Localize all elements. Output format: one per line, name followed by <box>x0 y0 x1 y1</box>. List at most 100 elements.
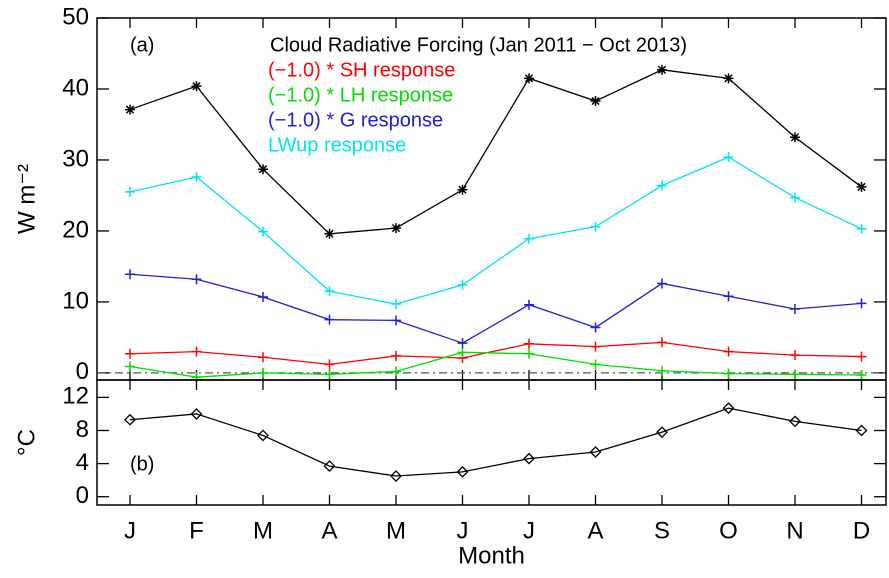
point <box>191 346 202 357</box>
point <box>657 365 667 376</box>
plot-frame <box>96 379 887 506</box>
point <box>657 64 667 75</box>
point <box>723 73 734 84</box>
point <box>324 359 335 370</box>
point <box>523 452 535 465</box>
point <box>125 269 135 280</box>
point <box>391 350 401 361</box>
point <box>125 186 135 197</box>
y-tick-label: 30 <box>62 145 89 172</box>
y-tick-label: 10 <box>62 287 89 314</box>
legend-label: (−1.0) * G response <box>268 109 443 131</box>
x-tick-label: J <box>523 517 535 544</box>
point <box>856 298 867 309</box>
y-tick-label: 20 <box>62 216 89 243</box>
x-tick-label: A <box>587 517 603 544</box>
point <box>790 304 800 315</box>
point <box>524 299 534 310</box>
point <box>590 96 601 107</box>
x-tick-label: M <box>253 517 273 544</box>
point <box>524 73 534 84</box>
point <box>590 322 601 333</box>
point <box>590 359 601 370</box>
point <box>722 402 735 415</box>
legend-label: Cloud Radiative Forcing (Jan 2011 − Oct … <box>270 34 687 56</box>
point <box>391 299 401 310</box>
y-tick-label: 40 <box>62 74 89 101</box>
point <box>590 221 601 232</box>
point <box>323 460 336 473</box>
panel-label: (b) <box>130 453 154 475</box>
legend-label: (−1.0) * SH response <box>268 59 455 81</box>
point <box>125 361 135 372</box>
point <box>125 104 135 115</box>
series-line <box>129 407 862 477</box>
y-axis-label: °C <box>13 429 40 456</box>
y-tick-label: 0 <box>76 482 89 509</box>
point <box>855 424 868 437</box>
point <box>191 171 202 182</box>
point <box>391 315 401 326</box>
point <box>390 470 402 482</box>
point <box>723 346 734 357</box>
point <box>790 192 800 203</box>
x-tick-label: M <box>386 517 406 544</box>
point <box>391 366 401 377</box>
point <box>524 338 534 349</box>
x-tick-label: J <box>457 517 469 544</box>
point <box>258 352 268 363</box>
legend-label: LWup response <box>268 134 406 156</box>
point <box>324 369 335 380</box>
point <box>524 233 534 244</box>
point <box>391 223 401 234</box>
point <box>258 226 268 237</box>
x-tick-label: F <box>189 517 204 544</box>
legend-label: (−1.0) * LH response <box>268 84 453 106</box>
point <box>789 415 801 428</box>
point <box>191 81 202 92</box>
panel-label: (a) <box>130 34 154 56</box>
point <box>524 348 534 359</box>
point <box>324 314 335 325</box>
point <box>190 408 203 420</box>
point <box>856 370 867 381</box>
point <box>589 446 602 458</box>
series-line <box>129 341 862 366</box>
x-tick-label: D <box>853 517 870 544</box>
point <box>657 278 667 289</box>
point <box>457 347 468 358</box>
point <box>124 413 136 426</box>
series-line <box>129 69 862 235</box>
point <box>723 291 734 302</box>
x-tick-label: A <box>321 517 337 544</box>
y-tick-label: 0 <box>76 358 89 385</box>
x-tick-label: N <box>786 517 803 544</box>
x-tick-label: O <box>719 517 738 544</box>
series-line <box>129 156 862 305</box>
point <box>856 351 867 362</box>
point <box>324 228 335 239</box>
point <box>790 132 800 143</box>
point <box>657 180 667 191</box>
point <box>324 286 335 297</box>
y-tick-label: 50 <box>62 3 89 30</box>
x-tick-label: S <box>654 517 670 544</box>
x-tick-label: J <box>124 517 136 544</box>
point <box>191 274 202 285</box>
point <box>257 429 269 442</box>
point <box>457 338 468 349</box>
point <box>657 337 667 348</box>
point <box>590 341 601 352</box>
point <box>258 291 268 302</box>
point <box>790 369 800 380</box>
point <box>656 426 668 439</box>
point <box>723 368 734 379</box>
point <box>457 279 468 290</box>
x-axis-label: Month <box>458 542 525 569</box>
series-line <box>129 273 862 344</box>
y-tick-label: 4 <box>76 449 89 476</box>
series-line <box>129 351 862 378</box>
point <box>856 181 867 192</box>
y-tick-label: 12 <box>62 383 89 410</box>
